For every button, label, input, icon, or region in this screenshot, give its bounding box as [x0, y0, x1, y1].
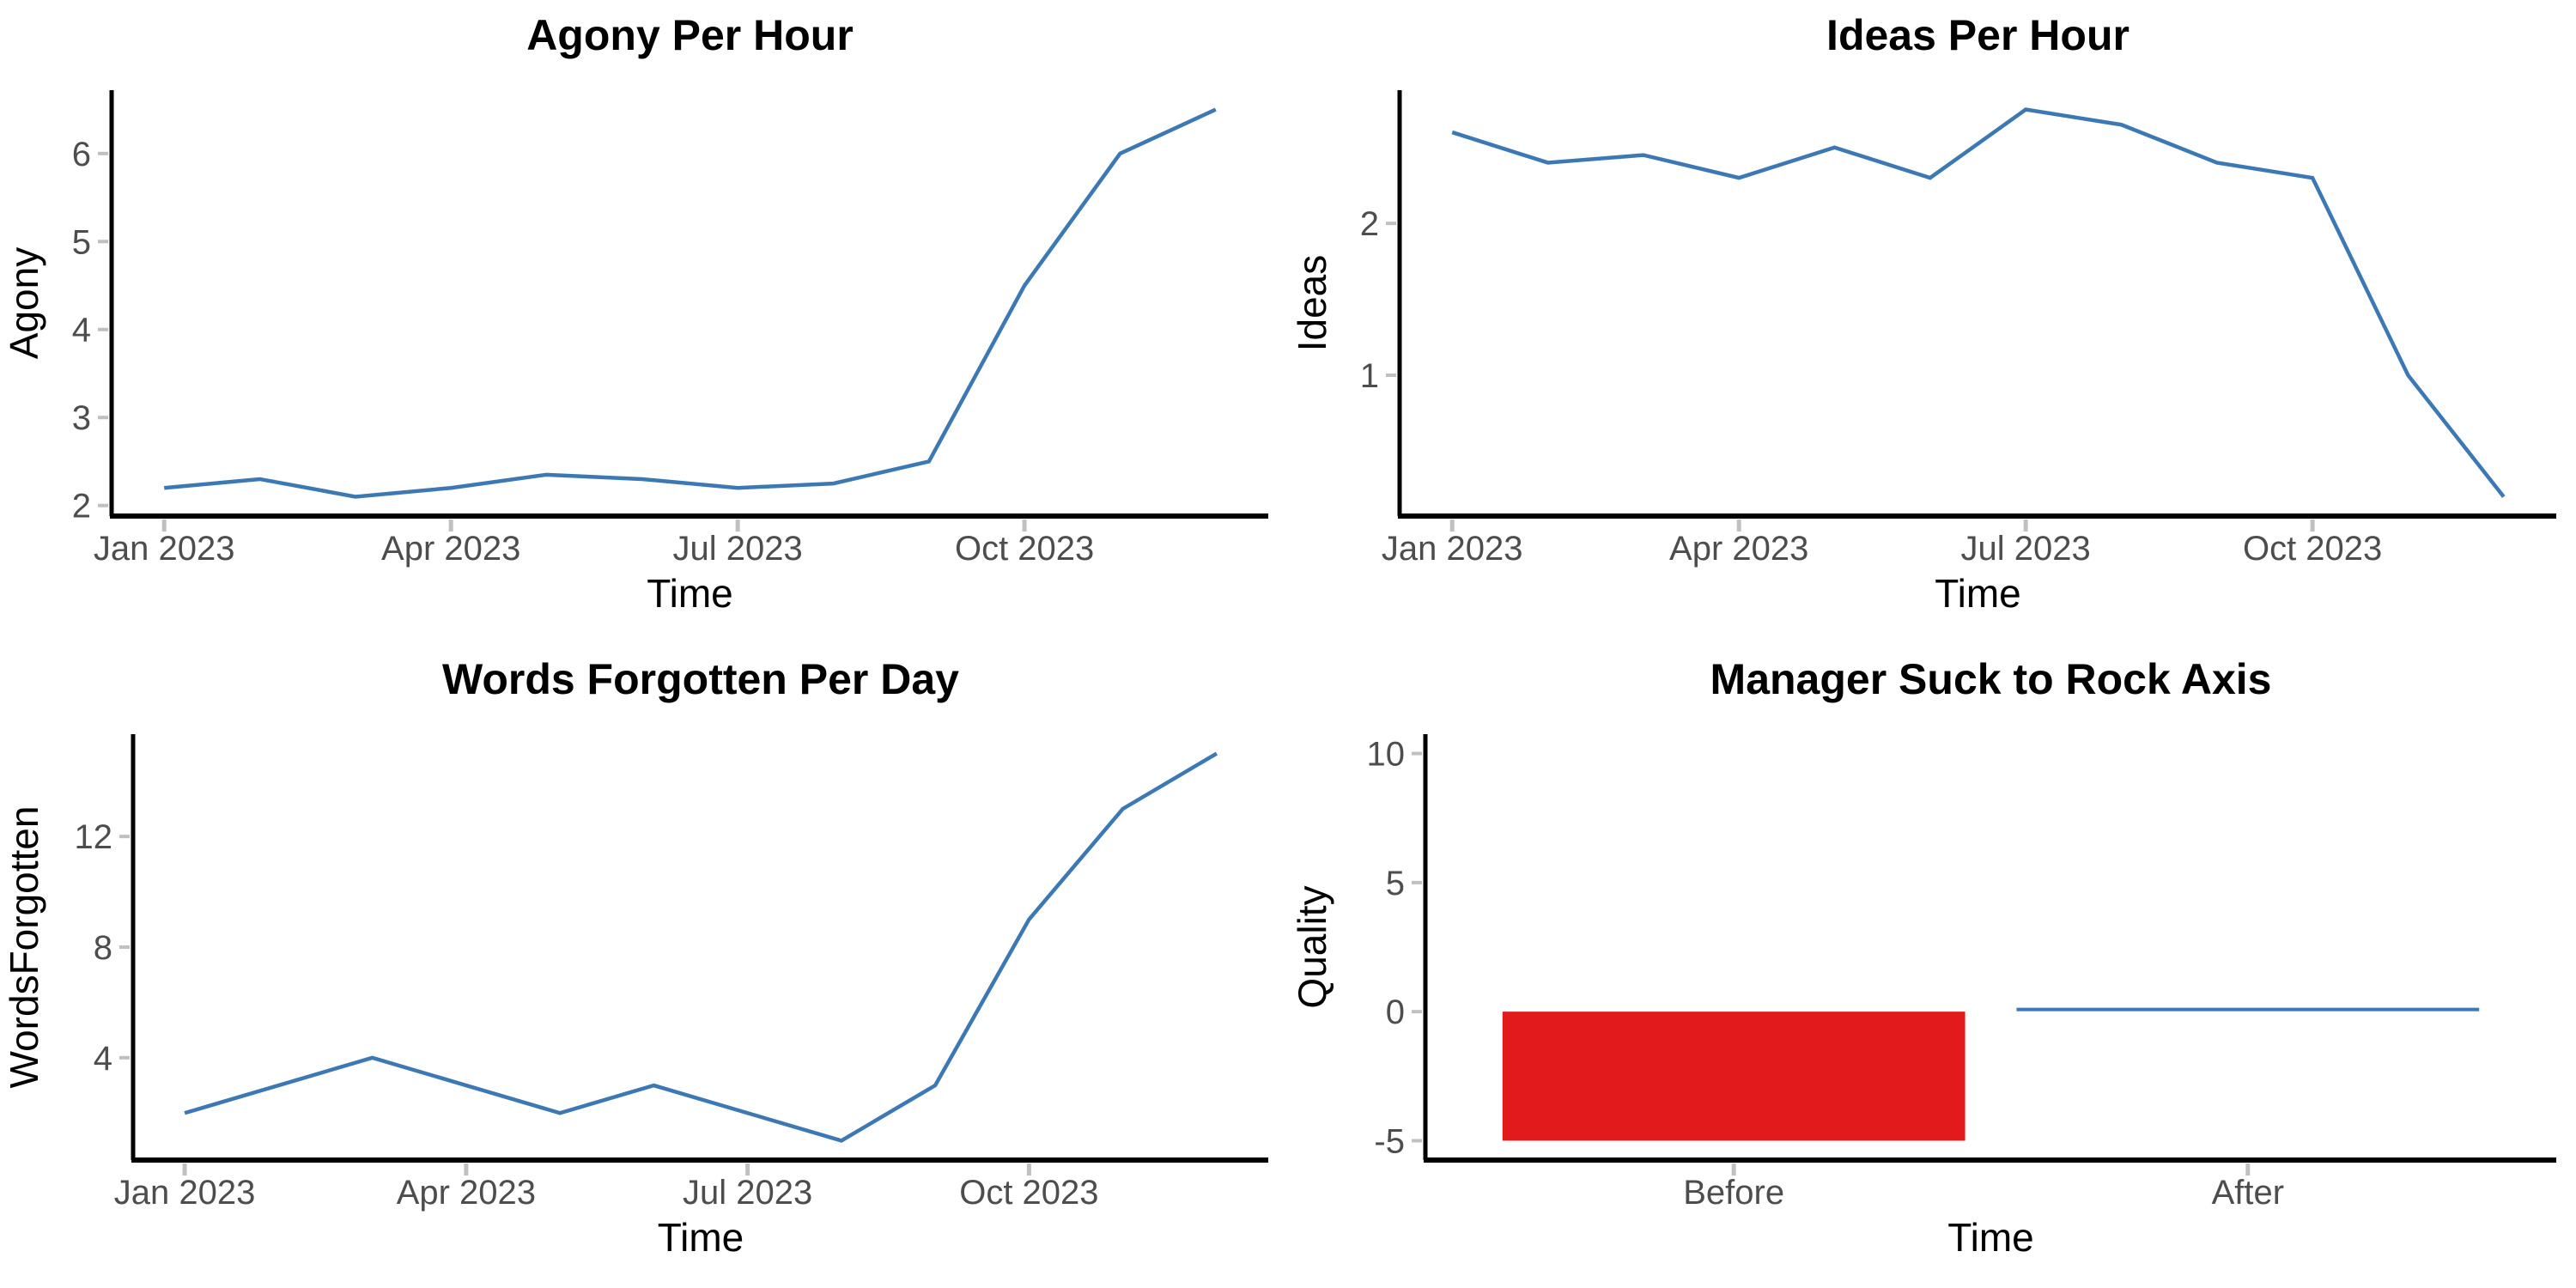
y-axis-title: Quality	[1290, 885, 1334, 1008]
x-tick-label: Oct 2023	[2243, 530, 2382, 568]
chart-title: Agony Per Hour	[526, 11, 854, 59]
bar-after	[2016, 1007, 2480, 1012]
x-tick-label: Before	[1683, 1174, 1784, 1212]
y-tick-label: 2	[72, 488, 91, 526]
x-tick-label: Oct 2023	[955, 530, 1094, 568]
ideas-per-hour-chart: Ideas Per Hour Time Ideas 1 2 Jan 2023 Apr …	[1290, 11, 2556, 616]
y-tick-label: 4	[94, 1040, 112, 1078]
y-tick-label: 8	[94, 929, 112, 967]
ideas-per-hour-panel: Ideas Per Hour Time Ideas 1 2 Jan 2023 Apr …	[1288, 0, 2576, 644]
y-axis-title: Ideas	[1290, 255, 1334, 352]
words-forgotten-panel: Words Forgotten Per Day Time WordsForgot…	[0, 644, 1288, 1288]
manager-suck-to-rock-axis-panel: Manager Suck to Rock Axis Time Quality -…	[1288, 644, 2576, 1288]
x-tick-label: Jan 2023	[94, 530, 235, 568]
words-forgotten-chart: Words Forgotten Per Day Time WordsForgot…	[2, 655, 1268, 1260]
x-tick-label: After	[2212, 1174, 2284, 1212]
y-tick-label: -5	[1374, 1122, 1405, 1160]
agony-per-hour-panel: Agony Per Hour Time Agony 2 3 4 5 6 Jan 2023 A…	[0, 0, 1288, 644]
y-tick-label: 6	[72, 136, 91, 173]
x-axis-title: Time	[1935, 571, 2021, 616]
plot-area: 4 8 12 Jan 2023 Apr 2023 Jul 2023 Oct 2023	[75, 734, 1268, 1212]
x-tick-label: Apr 2023	[381, 530, 520, 568]
x-axis-title: Time	[658, 1215, 744, 1260]
x-tick-label: Oct 2023	[959, 1174, 1098, 1212]
y-axis-title: WordsForgotten	[2, 806, 46, 1089]
x-tick-label: Jul 2023	[683, 1174, 812, 1212]
y-tick-label: 12	[75, 818, 113, 856]
y-tick-label: 0	[1386, 993, 1405, 1031]
manager-suck-to-rock-axis-chart: Manager Suck to Rock Axis Time Quality -…	[1290, 655, 2556, 1260]
chart-title: Manager Suck to Rock Axis	[1710, 655, 2272, 703]
y-tick-label: 2	[1360, 205, 1379, 243]
x-tick-label: Jan 2023	[114, 1174, 256, 1212]
plot-area: -5 0 5 10 Before After	[1367, 734, 2556, 1212]
y-tick-label: 5	[1386, 865, 1405, 902]
plot-area: 1 2 Jan 2023 Apr 2023 Jul 2023 Oct 2023	[1360, 90, 2556, 568]
plot-area: 2 3 4 5 6 Jan 2023 Apr 2023 Jul 2023 Oct 2023	[72, 90, 1268, 568]
x-tick-label: Apr 2023	[1669, 530, 1808, 568]
x-tick-label: Jan 2023	[1382, 530, 1523, 568]
chart-title: Ideas Per Hour	[1826, 11, 2129, 59]
y-tick-label: 3	[72, 399, 91, 437]
y-tick-label: 1	[1360, 357, 1379, 395]
chart-title: Words Forgotten Per Day	[442, 655, 959, 703]
y-tick-label: 5	[72, 223, 91, 261]
data-line-agony	[164, 107, 1217, 499]
x-tick-label: Jul 2023	[673, 530, 803, 568]
x-axis-title: Time	[647, 571, 733, 616]
data-line-wordsforgotten	[184, 751, 1218, 1143]
y-tick-label: 4	[72, 312, 91, 349]
y-tick-label: 10	[1367, 736, 1406, 774]
x-tick-label: Jul 2023	[1961, 530, 2091, 568]
x-tick-label: Apr 2023	[397, 1174, 536, 1212]
y-axis-title: Agony	[2, 247, 46, 359]
x-axis-title: Time	[1947, 1215, 2034, 1260]
agony-per-hour-chart: Agony Per Hour Time Agony 2 3 4 5 6 Jan 2023 A…	[2, 11, 1268, 616]
bar-before	[1502, 1012, 1965, 1141]
data-line-ideas	[1451, 107, 2506, 498]
